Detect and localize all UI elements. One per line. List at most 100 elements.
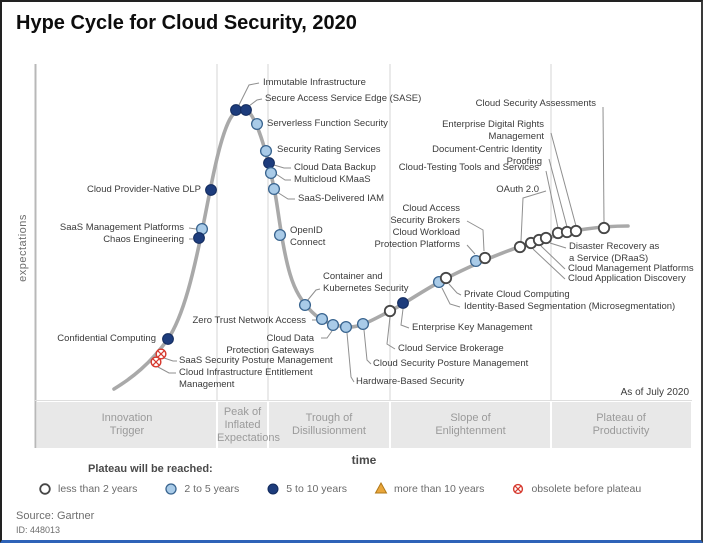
point-label-cloud-security-posture-management: Cloud Security Posture Management bbox=[373, 358, 529, 369]
point-label-saas-security-posture-management: SaaS Security Posture Management bbox=[179, 355, 333, 366]
phase-separator bbox=[267, 402, 269, 448]
phase-separator bbox=[216, 402, 218, 448]
as-of-note: As of July 2020 bbox=[620, 387, 689, 398]
point-label-cloud-access-security-brokers: Cloud Access Security Brokers bbox=[390, 203, 460, 226]
point-enterprise-digital-rights-management bbox=[569, 224, 583, 238]
leader-line-cloud-service-brokerage bbox=[386, 316, 396, 350]
y-axis-label: expectations bbox=[17, 214, 29, 282]
point-label-cloud-workload-protection-platforms: Cloud Workload Protection Platforms bbox=[374, 227, 460, 250]
leader-line-saas-delivered-iam bbox=[276, 191, 295, 200]
leader-line-cloud-data-backup bbox=[273, 164, 291, 169]
point-identity-based-segmentation-microsegmentation bbox=[432, 275, 446, 289]
legend-item-more-than-10-years: more than 10 years bbox=[374, 482, 484, 496]
legend-title: Plateau will be reached: bbox=[88, 463, 213, 475]
source-text: Source: Gartner bbox=[16, 510, 95, 522]
point-label-hardware-based-security: Hardware-Based Security bbox=[356, 376, 465, 387]
leader-line-cloud-testing-tools-and-services bbox=[545, 170, 559, 229]
point-label-oauth-2-0: OAuth 2.0 bbox=[496, 184, 539, 195]
point-cloud-data-backup bbox=[263, 157, 275, 169]
point-label-multicloud-kmaas: Multicloud KMaaS bbox=[294, 174, 371, 185]
point-disaster-recovery-as-a-service-draas bbox=[539, 231, 553, 245]
phase-peak-of-inflated-expectations: Peak of Inflated Expectations bbox=[217, 405, 280, 444]
point-cloud-testing-tools-and-services bbox=[551, 226, 565, 240]
point-label-identity-based-segmentation-microsegmentation: Identity-Based Segmentation (Microsegmen… bbox=[464, 301, 676, 312]
point-cloud-security-assessments bbox=[597, 221, 611, 235]
phase-separator bbox=[550, 402, 552, 448]
point-hardware-based-security bbox=[339, 320, 353, 334]
leader-line-enterprise-key-management bbox=[400, 308, 410, 329]
leader-line-container-and-kubernetes-security bbox=[306, 288, 321, 302]
point-cloud-management-platforms bbox=[532, 233, 546, 247]
legend-item-2-to-5-years: 2 to 5 years bbox=[164, 482, 239, 496]
point-label-cloud-management-platforms: Cloud Management Platforms bbox=[568, 263, 694, 274]
leader-line-cloud-infrastructure-entitlement-management bbox=[157, 366, 176, 374]
leader-line-identity-based-segmentation-microsegmentation bbox=[441, 287, 461, 308]
leader-line-cloud-management-platforms bbox=[540, 245, 566, 270]
leader-line-cloud-access-security-brokers bbox=[466, 220, 485, 252]
leader-line-private-cloud-computing bbox=[448, 283, 462, 296]
point-document-centric-identity-proofing bbox=[560, 225, 574, 239]
legend-marker-obs bbox=[513, 483, 524, 495]
point-cloud-workload-protection-platforms bbox=[469, 254, 483, 268]
legend-marker-gt10-icon bbox=[374, 482, 388, 494]
point-label-cloud-data-backup: Cloud Data Backup bbox=[294, 162, 376, 173]
point-chaos-engineering bbox=[193, 232, 205, 244]
leader-line-document-centric-identity-proofing bbox=[548, 158, 568, 228]
leader-line-cloud-application-discovery bbox=[532, 248, 566, 280]
point-oauth-2-0 bbox=[513, 240, 527, 254]
point-label-saas-management-platforms: SaaS Management Platforms bbox=[59, 222, 184, 233]
leader-line-secure-access-service-edge-sase bbox=[248, 98, 263, 107]
point-label-disaster-recovery-as-a-service-draas: Disaster Recovery as a Service (DRaaS) bbox=[569, 241, 660, 264]
point-cloud-provider-native-dlp bbox=[205, 184, 217, 196]
legend-item-5-to-10-years: 5 to 10 years bbox=[266, 482, 347, 496]
legend-marker-lt2-icon bbox=[39, 483, 51, 495]
legend-marker-b510 bbox=[267, 483, 279, 495]
point-saas-delivered-iam bbox=[267, 182, 281, 196]
point-label-cloud-security-assessments: Cloud Security Assessments bbox=[475, 98, 596, 109]
phase-trough-of-disillusionment: Trough of Disillusionment bbox=[292, 412, 366, 437]
point-label-cloud-data-protection-gateways: Cloud Data Protection Gateways bbox=[226, 333, 314, 356]
point-openid-connect bbox=[273, 228, 287, 242]
legend: less than 2 years 2 to 5 years 5 to 10 yea… bbox=[38, 482, 641, 496]
legend-item-label: 2 to 5 years bbox=[184, 483, 240, 495]
point-label-private-cloud-computing: Private Cloud Computing bbox=[464, 289, 570, 300]
point-multicloud-kmaas bbox=[264, 166, 278, 180]
point-serverless-function-security bbox=[250, 117, 264, 131]
point-confidential-computing bbox=[162, 333, 174, 345]
point-enterprise-key-management bbox=[397, 297, 409, 309]
point-cloud-security-posture-management bbox=[356, 317, 370, 331]
phase-separator bbox=[389, 402, 391, 448]
point-cloud-data-protection-gateways bbox=[326, 318, 340, 332]
legend-marker-obs-icon bbox=[513, 483, 524, 495]
point-immutable-infrastructure bbox=[230, 104, 242, 116]
point-cloud-access-security-brokers bbox=[478, 251, 492, 265]
point-label-container-and-kubernetes-security: Container and Kubernetes Security bbox=[323, 271, 409, 294]
point-cloud-infrastructure-entitlement-management bbox=[150, 356, 162, 368]
point-label-serverless-function-security: Serverless Function Security bbox=[267, 118, 388, 129]
phase-band bbox=[37, 402, 691, 448]
point-label-enterprise-key-management: Enterprise Key Management bbox=[412, 322, 533, 333]
x-axis-label: time bbox=[351, 453, 377, 467]
point-secure-access-service-edge-sase bbox=[240, 104, 252, 116]
leader-line-cloud-workload-protection-platforms bbox=[466, 244, 476, 255]
source-id: ID: 448013 bbox=[16, 525, 61, 535]
point-label-cloud-testing-tools-and-services: Cloud-Testing Tools and Services bbox=[398, 162, 539, 173]
leader-line-oauth-2-0 bbox=[520, 190, 547, 242]
point-label-immutable-infrastructure: Immutable Infrastructure bbox=[263, 77, 366, 88]
point-security-rating-services bbox=[259, 144, 273, 158]
point-label-enterprise-digital-rights-management: Enterprise Digital Rights Management bbox=[442, 119, 544, 142]
point-cloud-service-brokerage bbox=[383, 304, 397, 318]
legend-item-label: more than 10 years bbox=[393, 483, 485, 495]
point-label-document-centric-identity-proofing: Document-Centric Identity Proofing bbox=[432, 144, 542, 167]
point-label-zero-trust-network-access: Zero Trust Network Access bbox=[192, 315, 306, 326]
legend-marker-gt10 bbox=[374, 482, 388, 494]
point-saas-security-posture-management bbox=[155, 348, 167, 360]
point-cloud-application-discovery bbox=[524, 236, 538, 250]
leader-line-hardware-based-security bbox=[346, 332, 355, 383]
legend-marker-b25 bbox=[165, 483, 178, 495]
phase-slope-of-enlightenment: Slope of Enlightenment bbox=[435, 412, 506, 437]
legend-item-label: obsolete before plateau bbox=[531, 483, 642, 495]
point-saas-management-platforms bbox=[195, 222, 209, 236]
leader-line-saas-security-posture-management bbox=[163, 357, 177, 362]
